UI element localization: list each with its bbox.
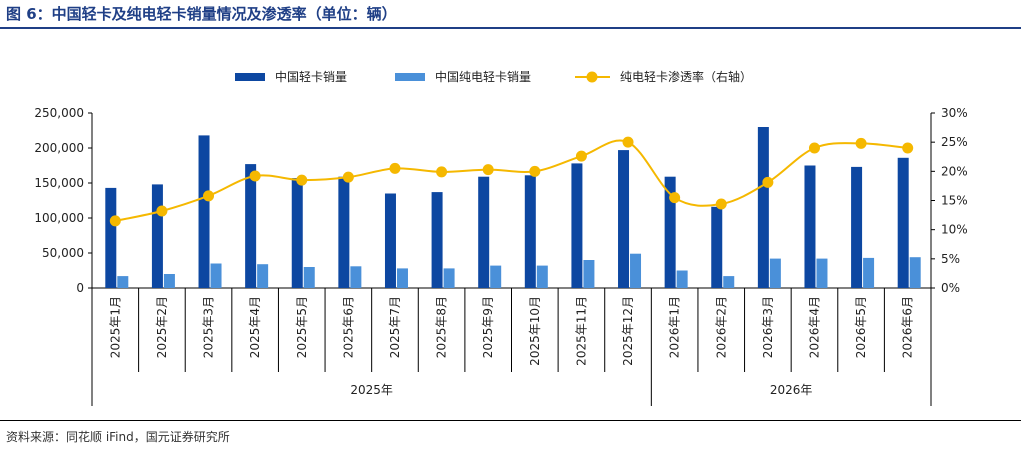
legend-swatch-marker [586, 71, 598, 83]
x-tick-label: 2026年1月 [668, 296, 682, 358]
bar-total [524, 175, 536, 288]
group-label: 2025年 [350, 383, 393, 397]
penetration-point [436, 166, 448, 178]
y-right-tick-label: 0% [941, 281, 960, 295]
bar-total [478, 176, 490, 288]
chart-title: 图 6：中国轻卡及纯电轻卡销量情况及渗透率（单位：辆） [6, 5, 397, 23]
bar-ev [396, 268, 408, 288]
source-note: 资料来源：同花顺 iFind，国元证券研究所 [6, 430, 230, 444]
x-tick-label: 2025年6月 [341, 296, 355, 358]
bar-ev [163, 274, 175, 288]
bar-ev [909, 257, 921, 288]
bar-ev [536, 265, 548, 288]
bar-ev [117, 276, 129, 288]
footer-divider [0, 420, 1021, 421]
y-left-tick-label: 50,000 [42, 246, 84, 260]
penetration-point [762, 176, 774, 188]
bar-total [664, 176, 676, 288]
y-right-tick-label: 15% [941, 194, 968, 208]
x-tick-label: 2025年7月 [388, 296, 402, 358]
x-tick-label: 2025年9月 [481, 296, 495, 358]
x-tick-label: 2025年2月 [155, 296, 169, 358]
penetration-point [855, 137, 867, 149]
bar-total [245, 164, 257, 288]
y-left-tick-label: 100,000 [34, 211, 84, 225]
x-tick-label: 2026年3月 [761, 296, 775, 358]
x-tick-label: 2025年11月 [574, 296, 588, 366]
bar-ev [769, 258, 781, 288]
bar-ev [490, 265, 502, 288]
penetration-point [902, 142, 914, 154]
x-tick-label: 2025年3月 [202, 296, 216, 358]
x-tick-label: 2025年8月 [435, 296, 449, 358]
penetration-point [622, 136, 634, 148]
bar-total [198, 135, 210, 288]
bar-total [757, 127, 769, 288]
bar-ev [816, 258, 828, 288]
x-tick-label: 2025年1月 [108, 296, 122, 358]
penetration-line [115, 139, 908, 222]
bar-ev [583, 260, 595, 288]
y-left-tick-label: 250,000 [34, 106, 84, 120]
y-left-tick-label: 0 [76, 281, 84, 295]
bar-ev [257, 264, 269, 288]
penetration-point [249, 170, 261, 182]
x-tick-label: 2026年6月 [901, 296, 915, 358]
legend-label-total: 中国轻卡销量 [275, 69, 347, 84]
x-tick-label: 2026年4月 [807, 296, 821, 358]
bar-total [711, 206, 723, 288]
penetration-point [482, 164, 494, 176]
bar-total [804, 165, 816, 288]
penetration-point [109, 215, 121, 227]
legend-swatch-total [235, 73, 265, 81]
title-divider [0, 27, 1021, 29]
bar-ev [303, 267, 315, 288]
x-tick-label: 2026年5月 [854, 296, 868, 358]
bar-total [338, 176, 350, 288]
penetration-point [575, 150, 587, 162]
penetration-point [342, 171, 354, 183]
legend-label-ev: 中国纯电轻卡销量 [435, 69, 531, 84]
y-right-tick-label: 10% [941, 223, 968, 237]
bar-total [384, 193, 396, 288]
penetration-point [156, 205, 168, 217]
bar-total [618, 150, 630, 288]
y-right-tick-label: 30% [941, 106, 968, 120]
penetration-point [296, 174, 308, 186]
group-label: 2026年 [770, 383, 813, 397]
x-tick-label: 2025年5月 [295, 296, 309, 358]
legend-swatch-ev [395, 73, 425, 81]
penetration-point [669, 192, 681, 204]
bar-total [897, 157, 909, 288]
bar-total [105, 187, 117, 288]
penetration-point [715, 198, 727, 210]
bar-ev [863, 257, 875, 288]
bar-ev [443, 268, 455, 288]
y-right-tick-label: 20% [941, 164, 968, 178]
bar-total [291, 178, 303, 288]
x-tick-label: 2025年12月 [621, 296, 635, 366]
penetration-point [808, 142, 820, 154]
chart-canvas: 0 50,000 100,000 150,000 200,000 250,000 0% 5% 1… [34, 69, 968, 406]
bar-ev [723, 276, 735, 288]
y-left-tick-label: 200,000 [34, 141, 84, 155]
bar-ev [350, 266, 362, 288]
legend-label-line: 纯电轻卡渗透率（右轴） [620, 69, 752, 84]
x-tick-label: 2025年10月 [528, 296, 542, 366]
bar-total [851, 166, 863, 288]
y-right-tick-label: 5% [941, 252, 960, 266]
y-right-tick-label: 25% [941, 135, 968, 149]
x-tick-label: 2025年4月 [248, 296, 262, 358]
bar-total [571, 163, 583, 288]
penetration-point [203, 190, 215, 202]
bar-ev [630, 253, 642, 288]
bar-ev [210, 263, 222, 288]
x-tick-label: 2026年2月 [714, 296, 728, 358]
y-left-tick-label: 150,000 [34, 176, 84, 190]
bar-total [151, 184, 163, 288]
penetration-point [389, 162, 401, 174]
bar-ev [676, 270, 688, 288]
penetration-point [529, 165, 541, 177]
bar-total [431, 192, 443, 288]
